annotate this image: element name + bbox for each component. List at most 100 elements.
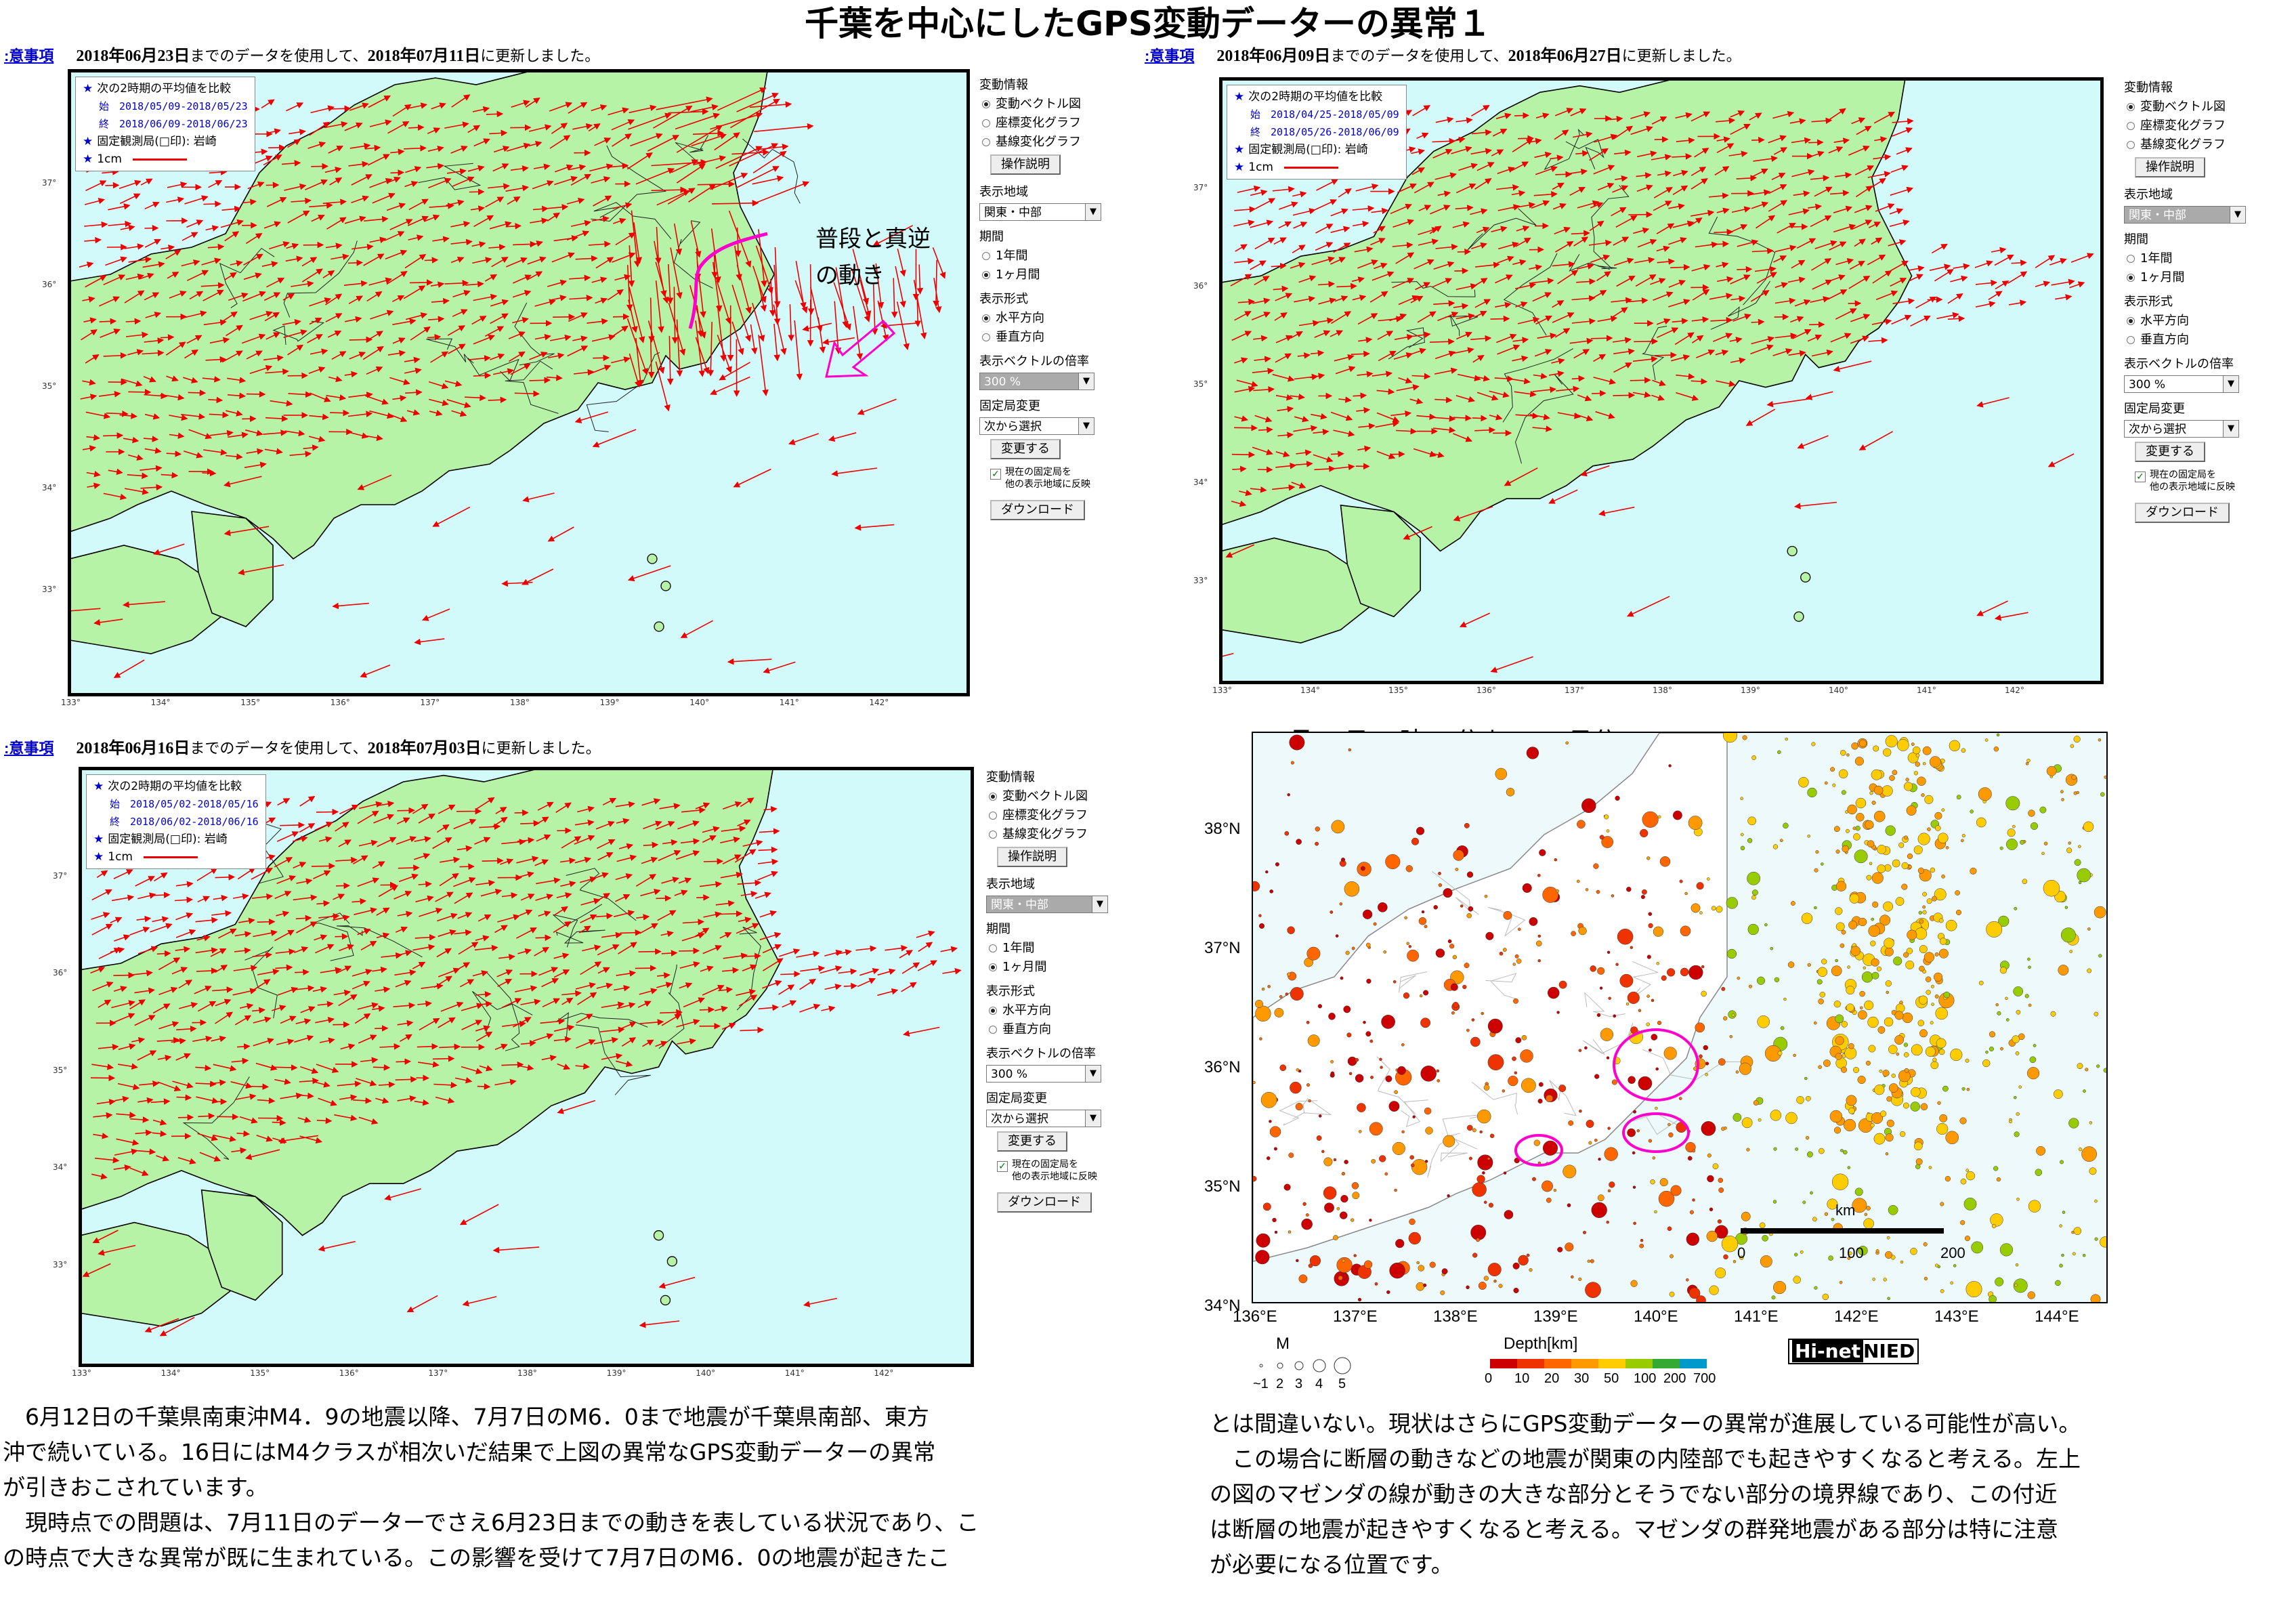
earthquake-dot [1892, 770, 1898, 776]
displacement-vector [572, 123, 593, 130]
displacement-vector [490, 313, 509, 324]
radio-label: 水平方向 [2140, 314, 2189, 328]
displacement-vector [676, 319, 683, 377]
earthquake-dot [1397, 1066, 1406, 1075]
radio-vector[interactable]: 変動ベクトル図 [979, 95, 1149, 114]
displacement-vector [124, 290, 145, 303]
radio-label: 垂直方向 [1002, 1022, 1051, 1036]
earthquake-dot [1885, 735, 1898, 748]
displacement-vector [933, 278, 942, 314]
earthquake-dot [1636, 1129, 1640, 1133]
reflect-checkbox[interactable]: ✓ 現在の固定局を 他の表示地域に反映 [2124, 469, 2293, 493]
fixed-station-select[interactable]: 次から選択 ▼ [986, 1110, 1101, 1127]
earthquake-dot [1438, 883, 1443, 887]
reflect-checkbox[interactable]: ✓ 現在の固定局を 他の表示地域に反映 [986, 1158, 1155, 1183]
gps-vector-map[interactable]: ★ 次の2時期の平均値を比較 始 2018/05/02-2018/05/16 終 … [79, 767, 974, 1367]
earthquake-dot [1885, 980, 1892, 987]
earthquake-dot [1369, 1039, 1374, 1043]
change-button[interactable]: 変更する [2135, 442, 2205, 462]
scale-select[interactable]: 300 % ▼ [986, 1065, 1101, 1083]
earthquake-dot [1597, 1194, 1604, 1202]
displacement-vector [261, 261, 278, 268]
radio-vertical[interactable]: 垂直方向 [979, 328, 1149, 347]
displacement-vector [1390, 203, 1412, 215]
manual-button[interactable]: 操作説明 [997, 847, 1067, 867]
radio-baseline[interactable]: 基線変化グラフ [979, 133, 1149, 152]
earthquake-dot [1692, 1198, 1695, 1202]
earthquake-dot [1485, 931, 1494, 940]
earthquake-dot [1842, 845, 1849, 853]
radio-1year[interactable]: 1年間 [2124, 249, 2293, 268]
radio-vector[interactable]: 変動ベクトル図 [2124, 98, 2293, 117]
radio-horizontal[interactable]: 水平方向 [986, 1001, 1155, 1020]
displacement-vector [213, 894, 228, 902]
notice-link[interactable]: :意事項 [1145, 47, 1195, 64]
radio-1month[interactable]: 1ヶ月間 [986, 958, 1155, 977]
earthquake-dot [1741, 1211, 1751, 1221]
radio-1month[interactable]: 1ヶ月間 [979, 266, 1149, 285]
displacement-vector [690, 221, 702, 258]
displacement-vector [794, 280, 808, 314]
manual-button[interactable]: 操作説明 [2135, 157, 2205, 177]
radio-coord[interactable]: 座標変化グラフ [979, 114, 1149, 133]
earthquake-dot [1934, 952, 1939, 957]
displacement-vector [857, 978, 876, 988]
displacement-vector [1491, 149, 1504, 156]
download-button[interactable]: ダウンロード [990, 500, 1085, 520]
land-polygon [1221, 537, 1375, 644]
earthquake-dot [1925, 1046, 1936, 1057]
displacement-vector [695, 320, 705, 377]
radio-vector[interactable]: 変動ベクトル図 [986, 787, 1155, 806]
star-icon: ★ [1234, 143, 1245, 156]
earthquake-dot [2055, 1280, 2061, 1286]
earthquake-dot [1849, 894, 1860, 904]
download-button[interactable]: ダウンロード [997, 1192, 1092, 1213]
change-button[interactable]: 変更する [990, 439, 1061, 459]
fixed-station-select[interactable]: 次から選択 ▼ [979, 417, 1094, 435]
displacement-vector [592, 429, 637, 448]
earthquake-dot [1718, 1058, 1726, 1066]
gps-vector-map[interactable]: ★ 次の2時期の平均値を比較 始 2018/04/25-2018/05/09 終 … [1219, 77, 2104, 684]
displacement-vector [548, 352, 565, 360]
radio-vertical[interactable]: 垂直方向 [2124, 331, 2293, 350]
land-polygon [70, 545, 226, 654]
displacement-vector [1355, 183, 1379, 192]
radio-coord[interactable]: 座標変化グラフ [986, 806, 1155, 825]
radio-1year[interactable]: 1年間 [986, 939, 1155, 958]
scale-select[interactable]: 300 % ▼ [979, 373, 1094, 390]
earthquake-dot [1814, 868, 1819, 873]
fixed-station-select[interactable]: 次から選択 ▼ [2124, 420, 2239, 438]
radio-horizontal[interactable]: 水平方向 [979, 309, 1149, 328]
displacement-vector [1352, 205, 1375, 212]
seismicity-map[interactable]: km 0 100 200 [1252, 732, 2108, 1303]
radio-baseline[interactable]: 基線変化グラフ [986, 825, 1155, 844]
earthquake-dot [1522, 883, 1532, 893]
radio-baseline[interactable]: 基線変化グラフ [2124, 135, 2293, 154]
earthquake-dot [1607, 1127, 1611, 1130]
manual-button[interactable]: 操作説明 [990, 154, 1061, 175]
reflect-checkbox[interactable]: ✓ 現在の固定局を 他の表示地域に反映 [979, 466, 1149, 490]
displacement-vector [165, 341, 186, 356]
radio-1month[interactable]: 1ヶ月間 [2124, 268, 2293, 287]
region-select[interactable]: 関東・中部 ▼ [986, 896, 1108, 913]
earthquake-dot [1476, 1238, 1481, 1242]
gps-vector-map[interactable]: ★ 次の2時期の平均値を比較 始 2018/05/09-2018/05/23 終 … [68, 69, 970, 696]
change-button[interactable]: 変更する [997, 1131, 1067, 1152]
notice-link[interactable]: :意事項 [4, 740, 54, 757]
radio-horizontal[interactable]: 水平方向 [2124, 312, 2293, 331]
radio-coord[interactable]: 座標変化グラフ [2124, 117, 2293, 135]
earthquake-dot [1833, 1001, 1841, 1008]
earthquake-dot [1965, 1169, 1970, 1173]
region-select[interactable]: 関東・中部 ▼ [979, 203, 1101, 221]
radio-1year[interactable]: 1年間 [979, 247, 1149, 266]
scale-select[interactable]: 300 % ▼ [2124, 375, 2239, 393]
download-button[interactable]: ダウンロード [2135, 503, 2230, 523]
displacement-vector [1452, 221, 1470, 228]
annotation-arrow-icon [825, 319, 896, 378]
displacement-vector [363, 253, 385, 266]
displacement-vector [329, 177, 343, 186]
radio-vertical[interactable]: 垂直方向 [986, 1020, 1155, 1039]
region-select[interactable]: 関東・中部 ▼ [2124, 206, 2246, 224]
notice-link[interactable]: :意事項 [4, 47, 54, 64]
earthquake-dot [1830, 767, 1835, 772]
